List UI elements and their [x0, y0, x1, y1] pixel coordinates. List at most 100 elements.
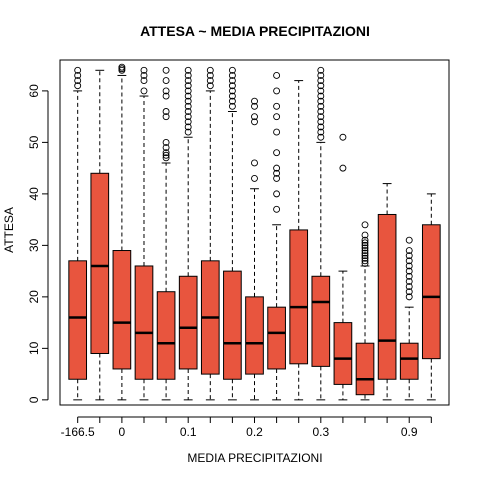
outlier-point: [273, 205, 281, 213]
outlier-point: [184, 92, 192, 100]
outlier-point: [273, 128, 281, 136]
outlier-point: [184, 77, 192, 85]
outlier-point: [251, 118, 258, 126]
outlier-point: [184, 82, 192, 90]
y-tick-label: 50: [27, 135, 41, 149]
outlier-point: [162, 66, 170, 74]
outlier-point: [361, 239, 369, 247]
outlier-point: [228, 71, 236, 79]
outlier-point: [361, 259, 369, 267]
outlier-point: [361, 244, 369, 252]
y-tick-label: 60: [27, 84, 41, 98]
outlier-point: [184, 87, 192, 95]
outlier-point: [74, 71, 82, 79]
outlier-point: [273, 190, 281, 198]
plot-frame: [59, 59, 450, 406]
outlier-point: [405, 262, 413, 270]
outlier-point: [140, 71, 148, 79]
outlier-point: [317, 82, 325, 90]
outlier-point: [140, 77, 148, 85]
outlier-point: [361, 236, 369, 244]
box-7: [200, 66, 220, 401]
outlier-point: [228, 102, 236, 110]
outlier-point: [273, 164, 281, 172]
y-tick-label: 10: [27, 341, 41, 355]
outlier-point: [317, 108, 325, 115]
outlier-point: [162, 92, 170, 100]
iqr-box: [112, 250, 132, 370]
outlier-point: [361, 252, 369, 260]
x-tick-label: 0: [119, 425, 126, 439]
outlier-point: [251, 159, 258, 167]
box-17: [421, 193, 441, 401]
outlier-point: [317, 97, 325, 105]
box-4: [134, 66, 154, 401]
outlier-point: [184, 71, 192, 79]
outlier-point: [361, 241, 369, 249]
iqr-box: [289, 229, 309, 365]
outlier-point: [405, 272, 413, 280]
iqr-box: [156, 291, 176, 380]
outlier-point: [162, 77, 170, 85]
x-tick-label: 0.9: [401, 425, 418, 439]
outlier-point: [339, 164, 347, 172]
iqr-box: [178, 275, 198, 370]
outlier-point: [339, 133, 347, 141]
iqr-box: [134, 265, 154, 380]
x-tick-label: 0.2: [246, 425, 263, 439]
outlier-point: [317, 118, 325, 126]
outlier-point: [162, 108, 170, 115]
outlier-point: [317, 123, 325, 131]
box-6: [178, 66, 198, 401]
outlier-point: [273, 87, 281, 95]
outlier-point: [361, 249, 369, 257]
iqr-box: [267, 306, 286, 370]
iqr-box: [311, 275, 331, 367]
iqr-box: [421, 224, 441, 360]
outlier-point: [74, 66, 82, 74]
outlier-point: [317, 133, 325, 141]
outlier-point: [361, 231, 369, 239]
iqr-box: [377, 213, 397, 380]
outlier-point: [162, 149, 170, 157]
outlier-point: [405, 252, 413, 260]
outlier-point: [184, 128, 192, 136]
box-11: [289, 80, 309, 401]
outlier-point: [74, 82, 82, 90]
outlier-point: [228, 82, 236, 90]
x-tick-label: 0.1: [180, 425, 197, 439]
outlier-point: [140, 66, 148, 74]
iqr-box: [223, 270, 242, 380]
x-tick-label: 0.3: [312, 425, 329, 439]
box-2: [90, 69, 110, 401]
outlier-point: [162, 144, 170, 151]
outlier-point: [317, 71, 325, 79]
outlier-point: [251, 102, 258, 110]
outlier-point: [184, 113, 192, 121]
box-16: [399, 236, 419, 401]
outlier-point: [184, 123, 192, 131]
outlier-point: [184, 66, 192, 74]
x-tick-label: -166.5: [61, 425, 95, 439]
outlier-point: [206, 71, 214, 79]
y-axis-label: ATTESA: [2, 207, 16, 253]
outlier-point: [361, 257, 369, 265]
outlier-point: [273, 169, 281, 177]
outlier-point: [317, 66, 325, 74]
outlier-point: [273, 149, 281, 157]
outlier-point: [273, 102, 281, 110]
outlier-point: [405, 257, 413, 265]
outlier-point: [405, 247, 413, 254]
outlier-point: [162, 138, 170, 146]
iqr-box: [333, 322, 353, 385]
box-15: [377, 183, 397, 401]
outlier-point: [228, 66, 236, 74]
outlier-point: [405, 236, 413, 244]
outlier-point: [228, 77, 236, 85]
outlier-point: [184, 97, 192, 105]
outlier-point: [251, 113, 258, 121]
x-axis-label: MEDIA PRECIPITAZIONI: [187, 451, 322, 465]
iqr-box: [355, 342, 375, 396]
box-5: [156, 66, 176, 401]
